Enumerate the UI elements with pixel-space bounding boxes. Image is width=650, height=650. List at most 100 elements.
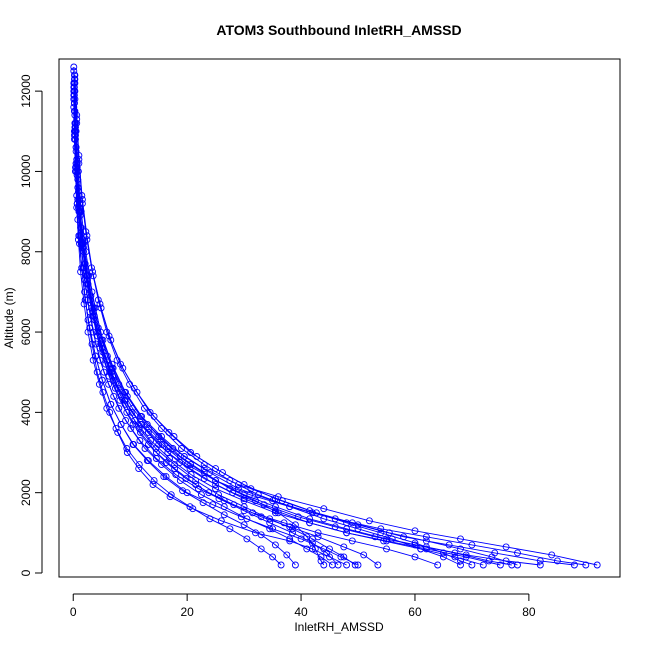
data-point [147,437,155,444]
data-point [102,360,110,368]
data-point [197,491,205,499]
data-point [155,433,163,440]
y-tick-label: 6000 [19,318,33,345]
data-point [536,561,544,569]
data-point [388,535,396,543]
data-point [385,529,393,537]
series-line [73,111,541,566]
series-line [74,91,598,566]
y-tick-label: 0 [19,569,33,576]
data-point [351,561,359,569]
data-point [71,71,79,79]
data-point [266,519,274,527]
data-point [70,99,78,107]
data-point [411,553,419,561]
data-point [103,328,111,336]
data-point [323,549,331,557]
data-point [186,503,194,511]
profile-series [70,99,504,569]
data-point [205,489,213,497]
data-point [183,489,191,497]
data-point [377,525,385,533]
data-point [170,433,178,440]
data-point [457,535,464,543]
data-point [113,356,121,364]
data-point [171,465,179,473]
data-point [162,473,170,481]
x-tick-label: 20 [180,605,194,619]
data-point [553,557,561,565]
series-line [73,91,512,566]
data-point [97,304,105,312]
data-point [462,551,470,559]
data-point [78,240,86,248]
data-point [129,404,136,412]
series-line [73,103,501,566]
data-point [119,364,127,372]
data-point [468,541,476,549]
series-line [73,95,356,566]
data-point [150,412,158,420]
data-point [209,501,217,509]
data-point [314,529,322,537]
x-tick-label: 40 [294,605,308,619]
data-point [122,416,130,424]
data-point [73,200,81,208]
data-point [306,519,314,527]
series-layer [70,63,601,569]
data-point [71,79,79,87]
data-point [219,469,226,477]
series-line [73,75,575,566]
y-tick-label: 8000 [19,238,33,265]
profile-series [71,75,476,569]
data-point [570,561,578,569]
data-point [289,529,296,537]
data-point [112,424,120,432]
data-point [133,388,141,396]
profile-series [70,63,351,569]
data-point [496,561,504,569]
data-point [548,551,556,559]
data-point [114,428,122,436]
data-point [348,537,356,545]
data-point [320,561,328,569]
data-point [257,545,265,553]
data-point [123,445,131,452]
data-point [136,428,144,436]
x-tick-label: 80 [522,605,536,619]
data-point [179,487,187,495]
series-line [74,75,461,566]
data-point [514,561,521,569]
data-point [334,561,342,569]
data-point [167,491,175,499]
data-point [94,332,102,340]
data-point [502,543,510,551]
data-point [107,336,115,344]
data-point [365,517,373,525]
data-point [411,527,419,535]
data-point [434,561,442,569]
data-point [107,400,115,408]
data-point [88,304,95,312]
data-point [445,541,453,549]
data-point [380,537,388,545]
data-point [182,475,190,483]
data-point [155,441,163,448]
data-point [291,561,299,569]
series-line [73,99,282,566]
data-point [582,561,590,569]
data-point [240,497,248,505]
profile-series [70,95,285,569]
x-tick-label: 0 [70,605,77,619]
data-point [479,561,487,569]
y-axis: 0 2000 4000 6000 8000 10000 12000 [19,74,43,576]
data-point [348,519,356,527]
data-point [226,525,234,533]
data-point [411,539,419,547]
profile-series [71,87,601,569]
data-point [187,461,195,469]
x-tick-label: 60 [408,605,422,619]
x-axis: 0 20 40 60 80 [70,593,536,619]
data-point [286,523,294,531]
data-point [317,553,325,561]
